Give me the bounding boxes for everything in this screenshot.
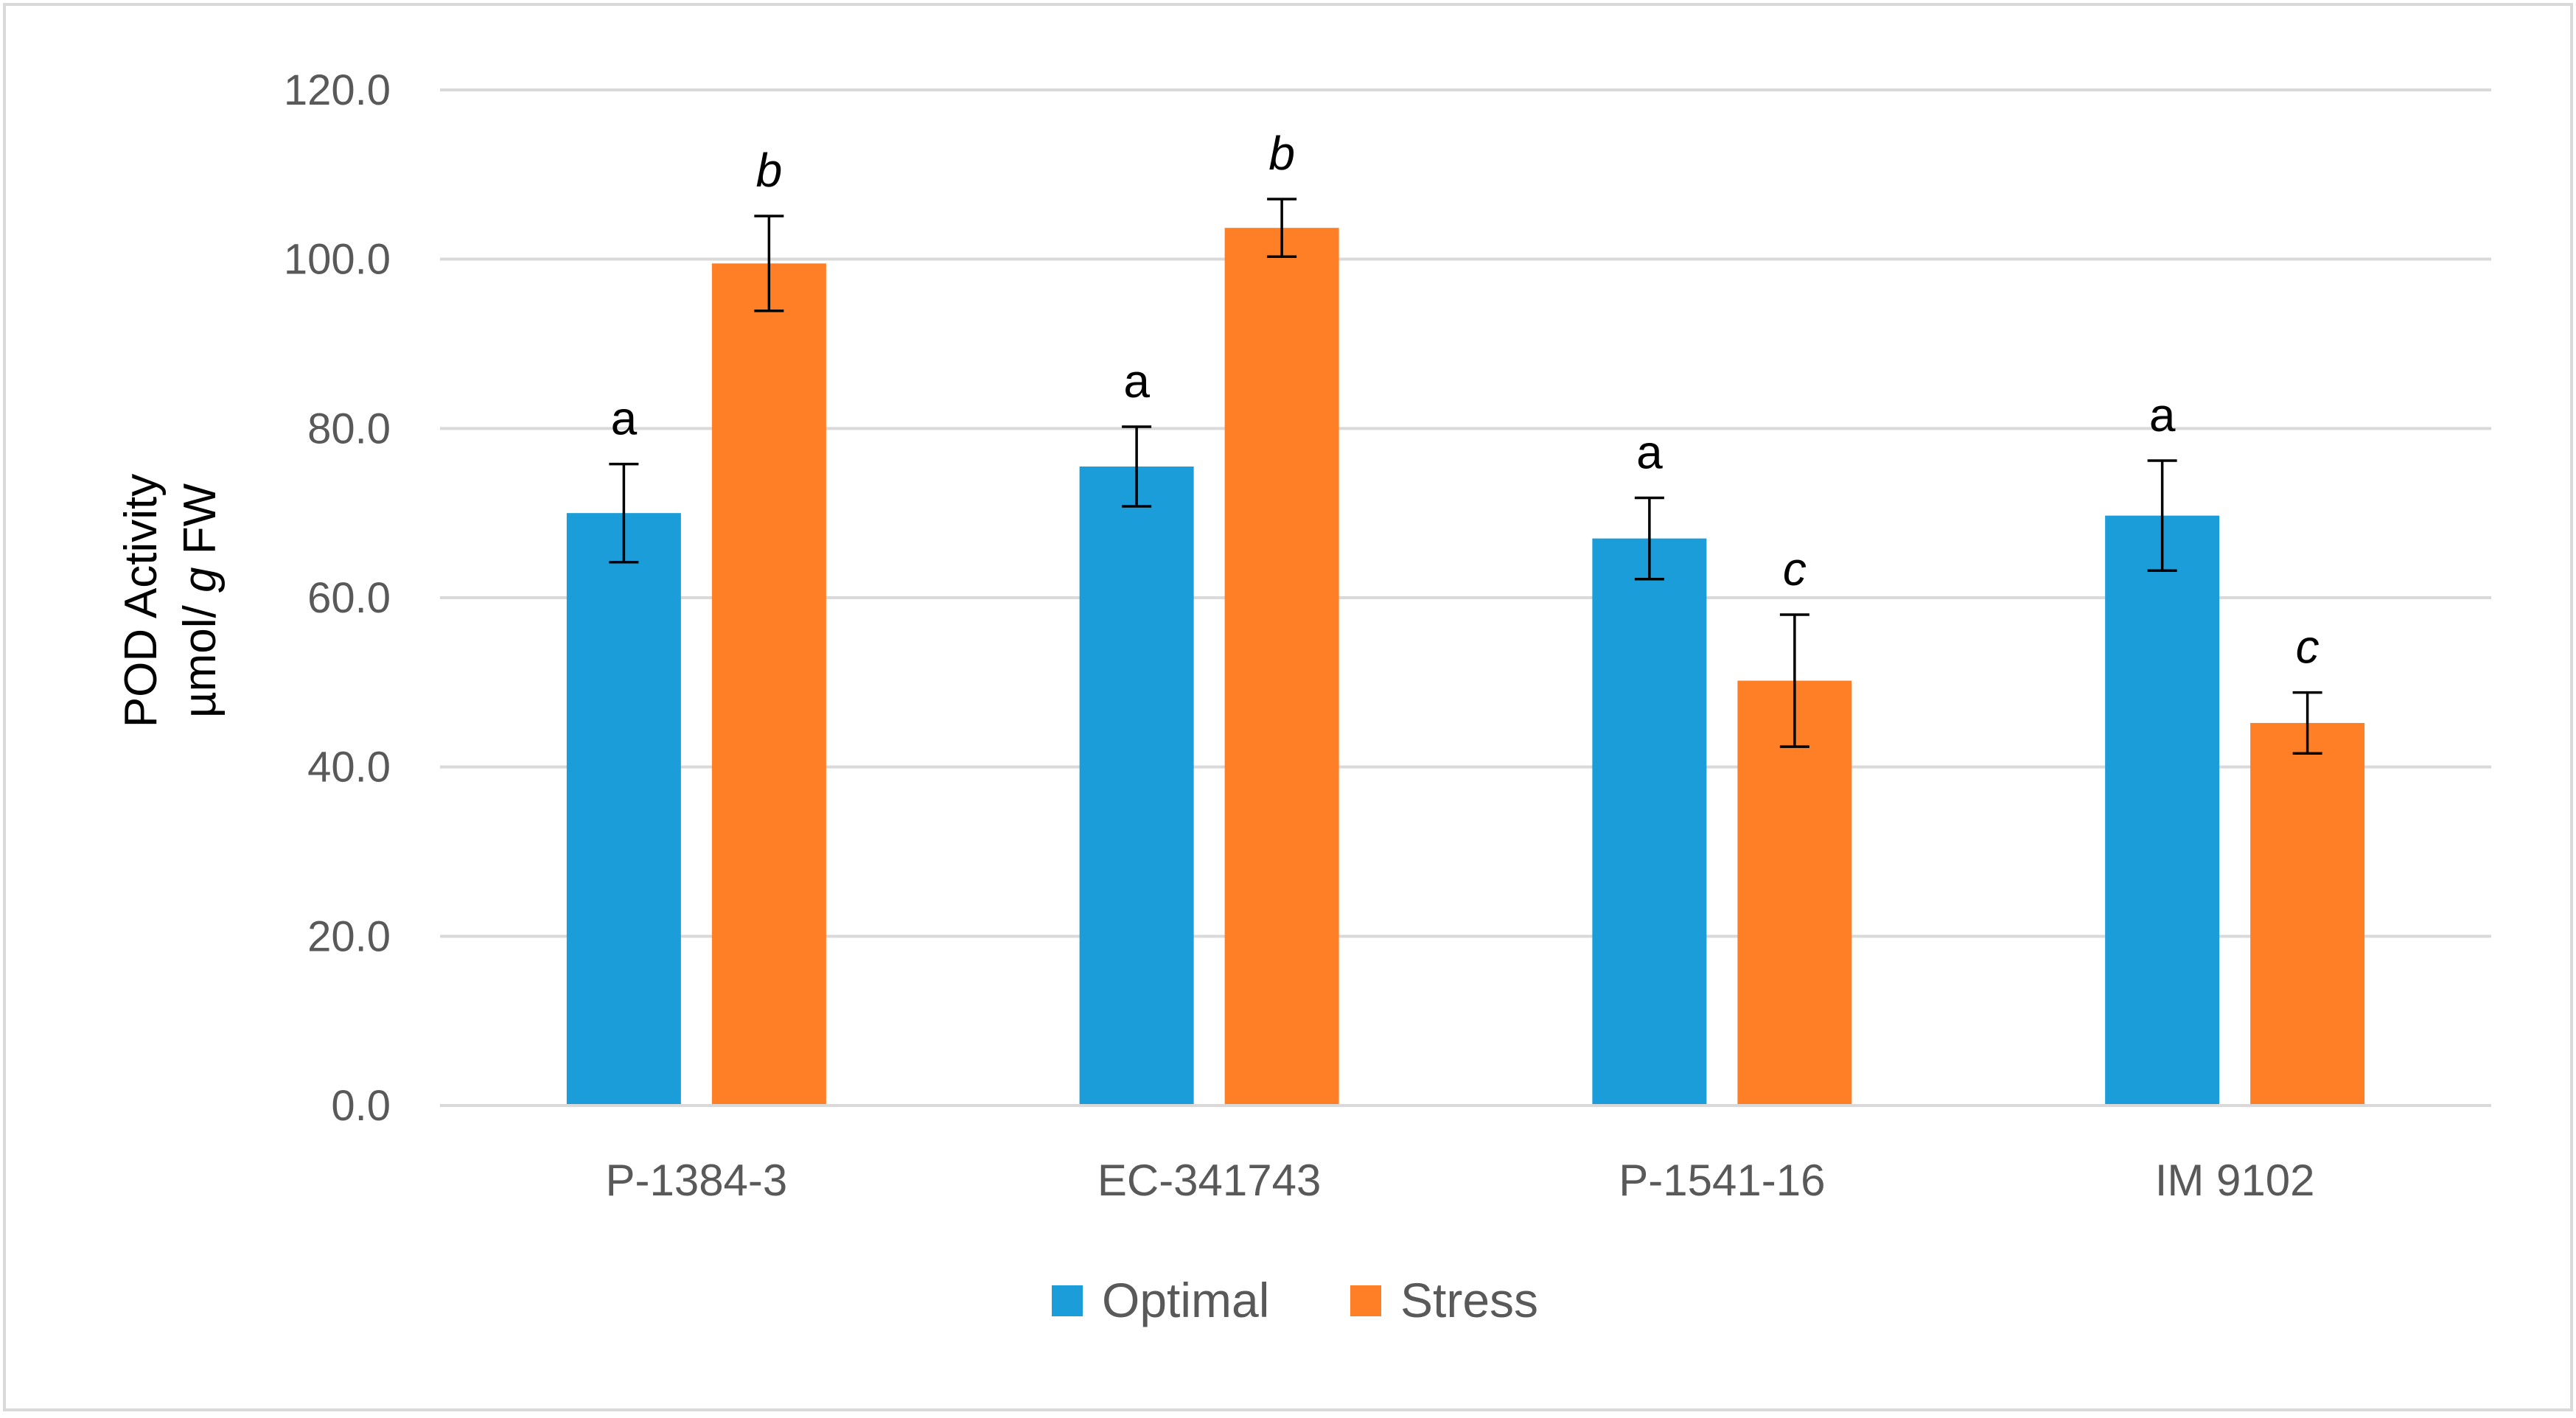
significance-label: a (611, 392, 638, 445)
significance-label: c (2296, 621, 2320, 674)
significance-label: c (1783, 542, 1807, 596)
bar-stress (1737, 680, 1852, 1106)
x-tick-label: IM 9102 (2155, 1156, 2315, 1205)
y-tick-label: 0.0 (331, 1082, 391, 1130)
bar-optimal (1079, 467, 1194, 1106)
significance-label: b (756, 144, 783, 197)
error-bar (754, 214, 784, 312)
y-tick-label: 40.0 (307, 744, 391, 792)
legend-swatch (1350, 1285, 1381, 1316)
significance-label: a (2149, 388, 2176, 441)
axes: 0.0 20.0 40.0 60.0 80.0 100.0 120.0 P-1384-3 EC-… (284, 66, 2491, 1205)
significance-label: a (1636, 425, 1663, 478)
error-bar (1779, 613, 1809, 748)
bar-optimal (2105, 515, 2220, 1106)
legend-label: Stress (1400, 1273, 1538, 1327)
error-bar (2292, 691, 2322, 755)
significance-label: a (1123, 354, 1150, 408)
x-tick-label: P-1384-3 (605, 1156, 787, 1205)
bar-optimal (566, 513, 681, 1106)
y-tick-label: 100.0 (284, 236, 391, 284)
y-axis-title-unit-prefix: µmol/ (175, 593, 226, 718)
x-tick-label: P-1541-16 (1619, 1156, 1825, 1205)
bar-stress (711, 263, 826, 1106)
y-axis-title-unit-suffix: FW (175, 483, 226, 567)
error-bar (1122, 425, 1152, 508)
bar-stress (1224, 228, 1339, 1106)
y-axis-title: POD Activity µmol/ g FW (116, 474, 226, 728)
x-tick-label: EC-341743 (1097, 1156, 1322, 1205)
y-tick-label: 120.0 (284, 66, 391, 114)
significance-label: b (1268, 127, 1295, 180)
bars: a b a b a c a c (566, 127, 2365, 1106)
y-tick-label: 60.0 (307, 574, 391, 622)
legend-item-optimal: Optimal (1052, 1273, 1269, 1327)
y-tick-label: 80.0 (307, 405, 391, 453)
legend-item-stress: Stress (1350, 1273, 1538, 1327)
legend: Optimal Stress (1052, 1273, 1538, 1327)
y-axis-title-line1: POD Activity (116, 474, 167, 728)
bar-stress (2250, 722, 2365, 1106)
legend-label: Optimal (1102, 1273, 1269, 1327)
error-bar (2147, 459, 2177, 573)
error-bar (1634, 496, 1664, 581)
y-axis-title-line2: µmol/ g FW (175, 483, 226, 718)
error-bar (1267, 198, 1297, 258)
y-tick-label: 20.0 (307, 912, 391, 960)
error-bar (609, 462, 639, 564)
bar-optimal (1592, 538, 1707, 1106)
y-axis-title-unit-italic: g (175, 567, 226, 593)
legend-swatch (1052, 1285, 1083, 1316)
